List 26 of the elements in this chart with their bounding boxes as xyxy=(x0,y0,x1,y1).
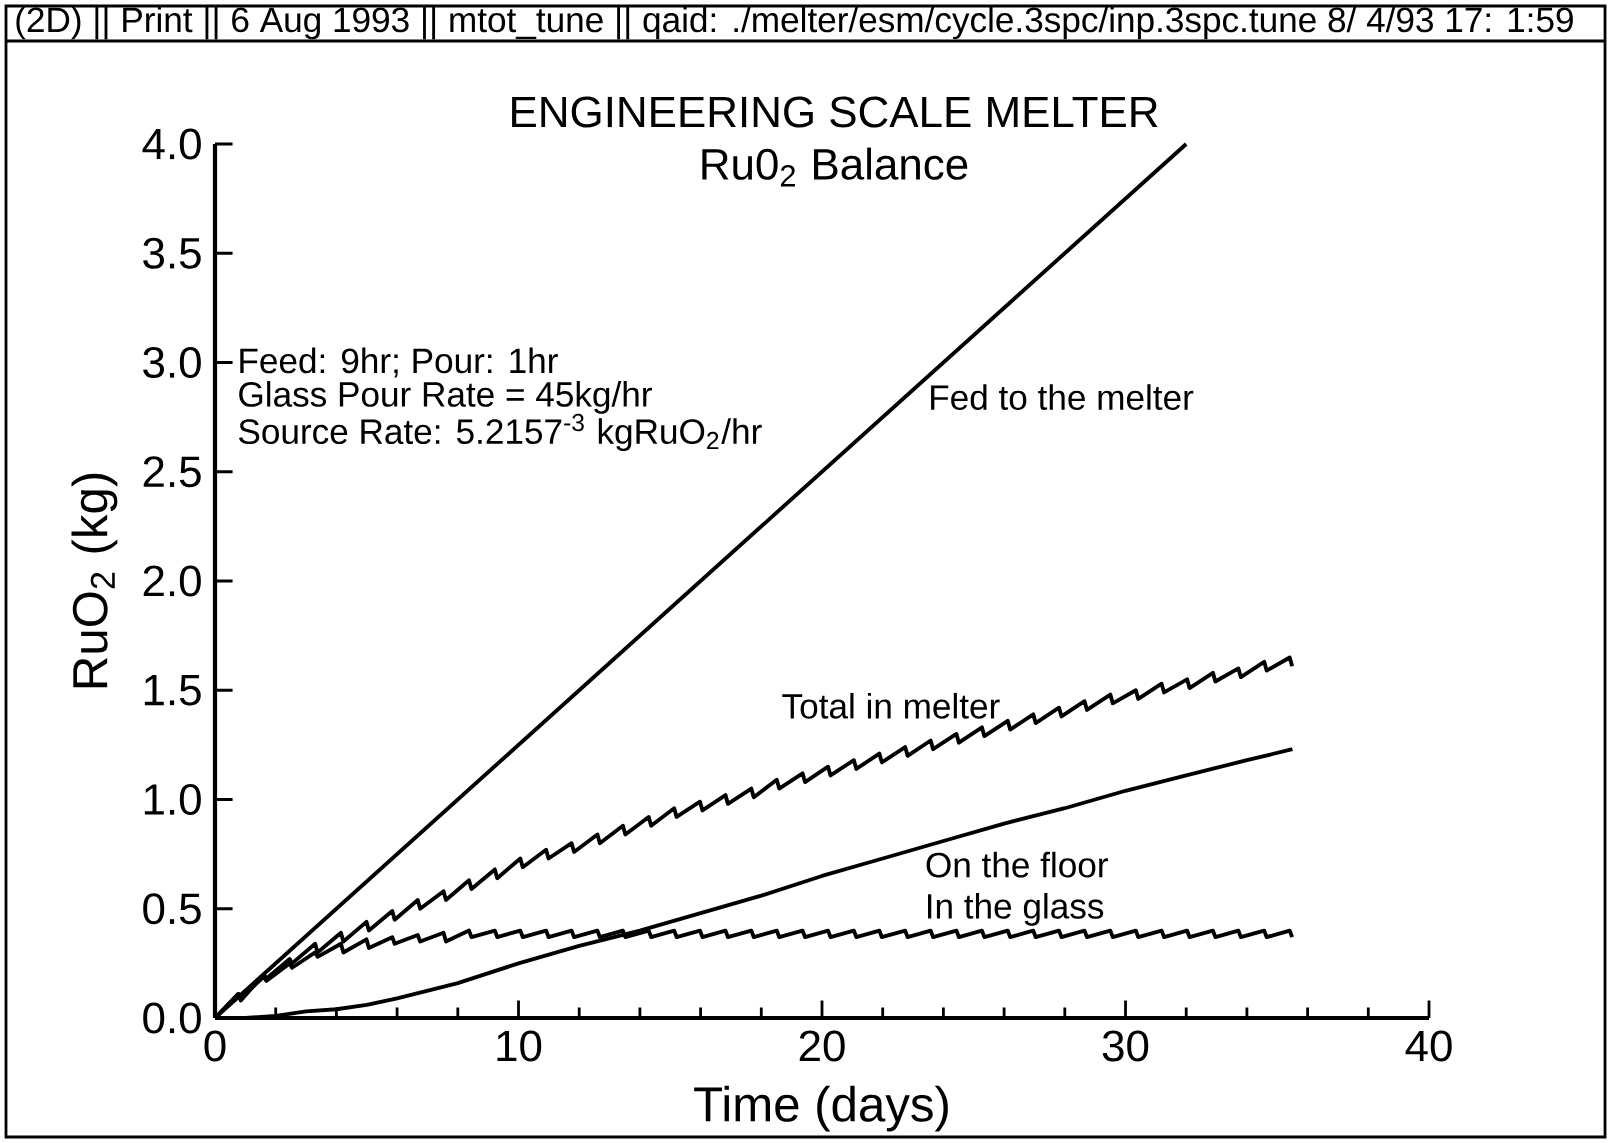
text: (2D) || Print || 6 Aug 1993 || mtot_tune || qaid: ./melter/esm/cycle.3spc/inp.3spc.tune 8/ 4/93 17: 1:59 xyxy=(16,6,1573,40)
y-axis-title: RuO$_{2}$ (kg) xyxy=(71,473,118,688)
y-tick-label: 0.5 xyxy=(143,893,201,925)
series-label: On the floor xyxy=(926,851,1108,878)
y-tick-label: 2.5 xyxy=(143,456,201,488)
series-label: Total in melter xyxy=(782,692,1000,719)
x-tick-label: 30 xyxy=(1102,1030,1149,1062)
y-tick-label: 0.0 xyxy=(143,1002,201,1034)
x-tick-label: 20 xyxy=(799,1030,845,1062)
y-tick-label: 3.5 xyxy=(143,237,201,269)
series-label: Fed to the melter xyxy=(931,384,1194,410)
x-tick-label: 10 xyxy=(497,1030,542,1062)
y-tick-label: 2.0 xyxy=(143,565,201,597)
chart-title: ENGINEERING SCALE MELTER xyxy=(512,96,1158,128)
annotation: Glass Pour Rate = 45kg/hr xyxy=(239,381,652,414)
x-tick-label: 40 xyxy=(1405,1030,1452,1062)
annotation: Feed: 9hr; Pour: 1hr xyxy=(240,347,558,378)
y-tick-label: 3.0 xyxy=(143,346,201,379)
annotation: Source Rate: 5.2157$^{-3}$ kgRuO$_{2}$/hr xyxy=(239,413,762,452)
x-axis-title: Time (days) xyxy=(694,1085,948,1132)
y-tick-label: 1.0 xyxy=(144,783,201,816)
y-tick-label: 1.5 xyxy=(144,674,201,706)
chart-subtitle: Ru0$_{2}$ Balance xyxy=(702,147,968,187)
x-tick-label: 0 xyxy=(204,1030,226,1062)
y-tick-label: 4.0 xyxy=(142,128,201,160)
series-label: In the glass xyxy=(927,892,1104,926)
